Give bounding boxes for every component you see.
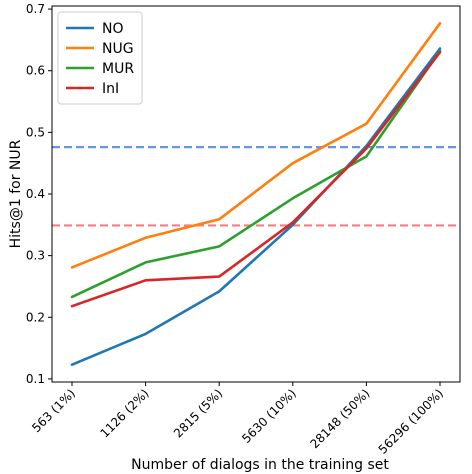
series-line-nug	[70, 21, 442, 269]
y-tick-label: 0.7	[26, 2, 45, 16]
x-tick-label: 28148 (50%)	[307, 386, 372, 451]
legend: NO NUG MUR InI	[57, 11, 143, 105]
series-line-ini	[70, 50, 442, 308]
y-tick-label: 0.1	[26, 372, 45, 386]
series-line-mur	[70, 49, 442, 299]
legend-box	[57, 11, 143, 105]
legend-label-mur: MUR	[102, 61, 134, 77]
x-tick-label: 56296 (100%)	[376, 386, 446, 456]
y-tick-label: 0.5	[26, 125, 45, 139]
y-axis: 0.1 0.2 0.3 0.4 0.5 0.6 0.7	[26, 2, 52, 386]
series-lines	[70, 21, 442, 367]
x-axis-label: Number of dialogs in the training set	[131, 457, 389, 473]
y-axis-label: Hits@1 for NUR	[8, 139, 24, 248]
series-line-no	[70, 47, 442, 367]
legend-label-ini: InI	[102, 81, 119, 97]
y-tick-label: 0.6	[26, 64, 45, 78]
y-tick-label: 0.2	[26, 310, 45, 324]
reference-lines	[52, 146, 460, 227]
x-tick-label: 2815 (5%)	[171, 386, 225, 440]
x-tick-label: 5630 (10%)	[239, 386, 299, 446]
x-tick-label: 563 (1%)	[29, 386, 78, 435]
y-tick-label: 0.3	[26, 249, 45, 263]
x-tick-label: 1126 (2%)	[97, 386, 151, 440]
legend-label-nug: NUG	[102, 41, 134, 57]
y-tick-label: 0.4	[26, 187, 45, 201]
legend-label-no: NO	[102, 21, 124, 37]
x-axis: 563 (1%) 1126 (2%) 2815 (5%) 5630 (10%) 2814…	[29, 382, 446, 457]
